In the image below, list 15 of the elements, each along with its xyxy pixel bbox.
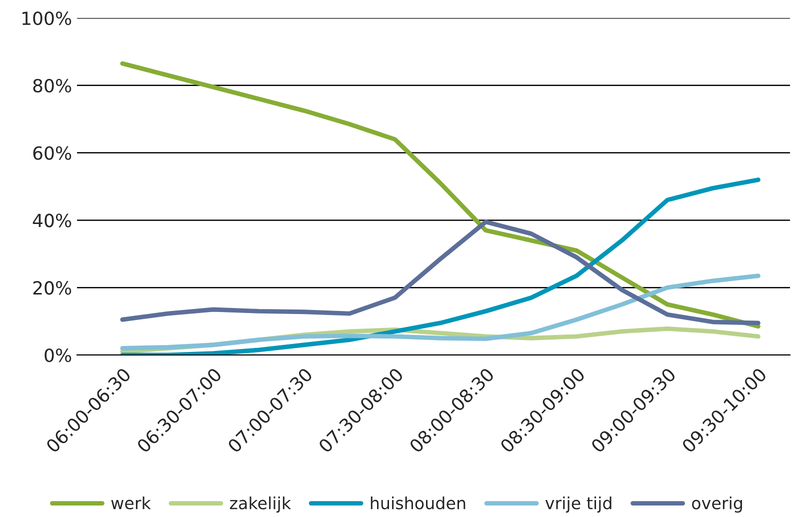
line-series (120, 274, 760, 350)
y-tick-label: 20% (33, 281, 72, 295)
y-tick-label: 0% (44, 348, 72, 362)
legend-label: overig (692, 496, 742, 513)
y-tick-label: 40% (32, 214, 72, 228)
legend-label: werk (111, 496, 151, 510)
y-tick-label: 100% (22, 11, 72, 26)
y-tick-label: 60% (33, 146, 72, 160)
line-series (120, 61, 760, 329)
legend-label: huishouden (370, 496, 466, 510)
legend-label: vrije tijd (545, 496, 612, 513)
line-series (120, 178, 760, 355)
line-series (120, 220, 760, 326)
legend-label: zakelijk (230, 496, 292, 513)
y-tick-label: 80% (33, 78, 72, 93)
